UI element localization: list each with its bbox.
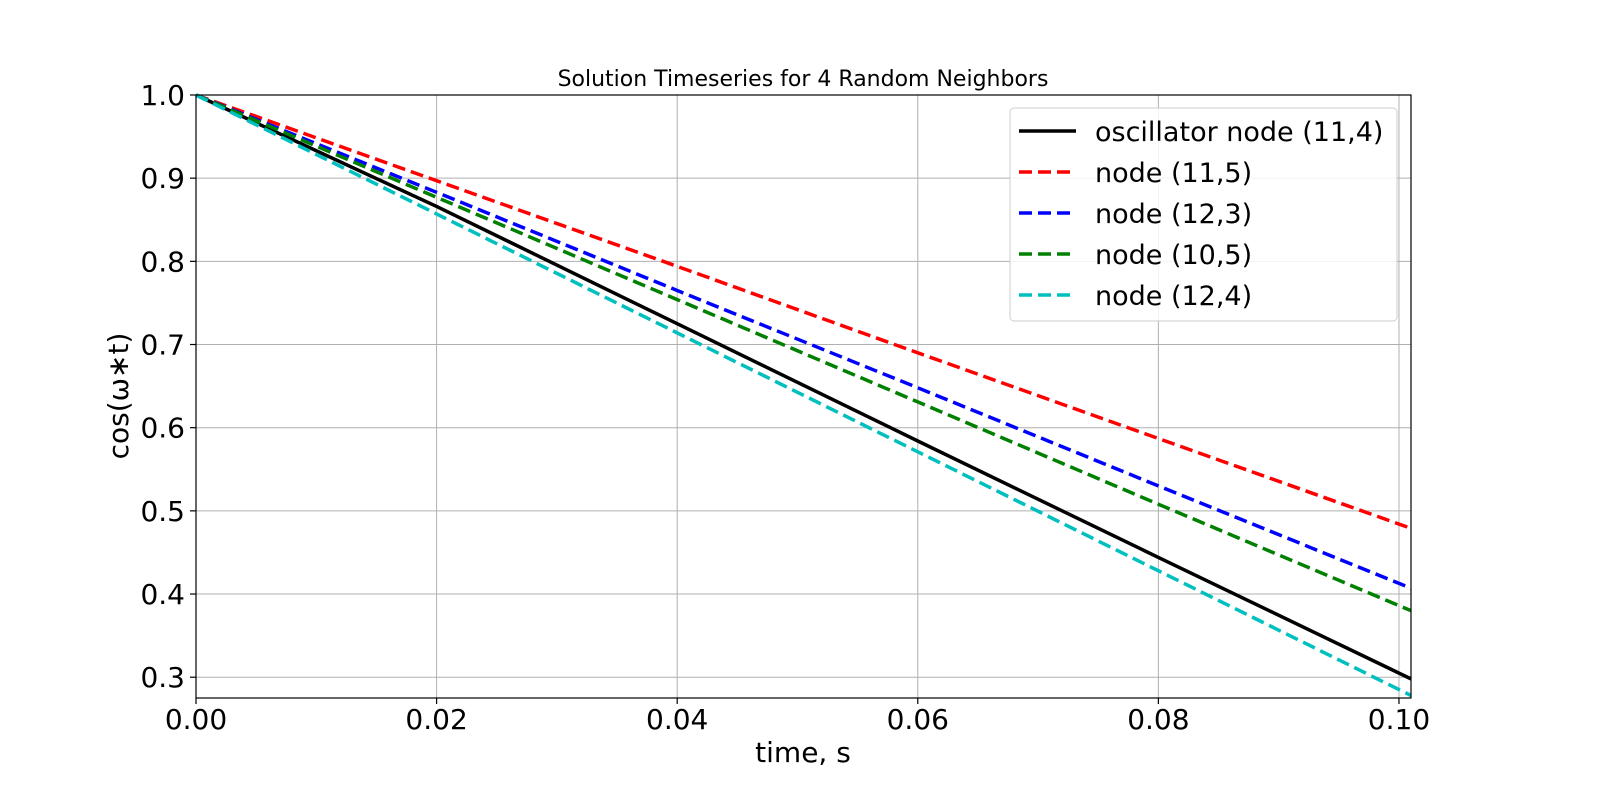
y-tick-label: 0.7	[140, 329, 185, 362]
y-tick-label: 0.9	[140, 162, 185, 195]
legend-entry-label: node (11,5)	[1095, 158, 1252, 189]
plot-frame	[195, 94, 1412, 699]
series-line	[195, 93, 1412, 613]
series-line	[195, 93, 1412, 530]
legend-box	[1009, 107, 1398, 322]
legend-entry-label: node (12,3)	[1095, 199, 1252, 230]
x-tick-label: 0.06	[887, 703, 949, 736]
x-tick-label: 0.10	[1368, 703, 1430, 736]
y-axis-label: cos(ω∗t)	[102, 333, 135, 460]
legend-entry-label: oscillator node (11,4)	[1095, 117, 1383, 148]
x-tick-label: 0.04	[646, 703, 708, 736]
legend-entry-label: node (10,5)	[1095, 240, 1252, 271]
series-line	[195, 93, 1412, 698]
y-tick-label: 1.0	[140, 79, 185, 112]
plot-lines	[195, 93, 1412, 698]
y-tick-label: 0.4	[140, 578, 185, 611]
y-tick-label: 0.5	[140, 495, 185, 528]
series-line	[195, 93, 1412, 590]
ticks: 0.00 0.02 0.04 0.06 0.08 0.10 0.3 0.4 0.5 0.6 0.7 0…	[140, 79, 1430, 736]
legend-entry-label: node (12,4)	[1095, 281, 1252, 312]
x-tick-label: 0.02	[405, 703, 467, 736]
y-tick-label: 0.6	[140, 412, 185, 445]
chart-title: Solution Timeseries for 4 Random Neighbo…	[558, 67, 1049, 92]
x-tick-label: 0.00	[165, 703, 227, 736]
x-axis-label: time, s	[755, 736, 851, 769]
y-tick-label: 0.3	[140, 661, 185, 694]
series-line	[195, 93, 1412, 681]
legend: oscillator node (11,4) node (11,5) node (1…	[1009, 107, 1398, 322]
x-tick-label: 0.08	[1127, 703, 1189, 736]
y-tick-label: 0.8	[140, 245, 185, 278]
